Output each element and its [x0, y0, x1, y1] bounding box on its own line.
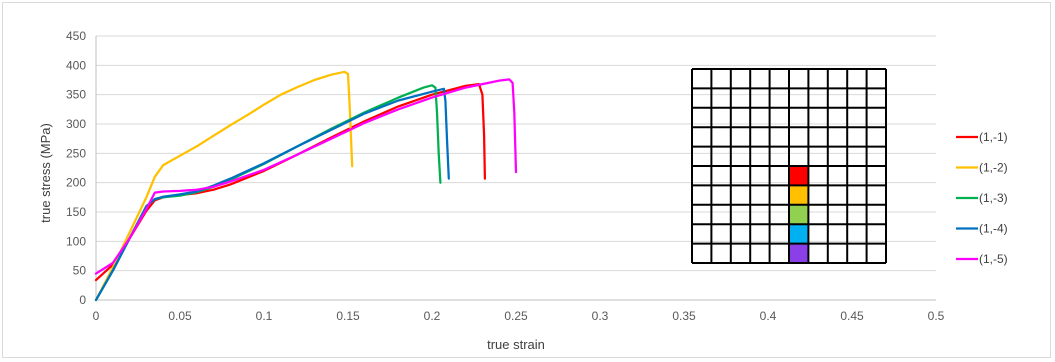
- specimen-grid-inset: [691, 68, 887, 264]
- x-axis-title: true strain: [487, 337, 545, 352]
- y-tick-label: 350: [66, 88, 86, 102]
- x-tick-label: 0.15: [336, 309, 360, 323]
- y-tick-label: 150: [66, 205, 86, 219]
- y-tick-label: 400: [66, 58, 86, 72]
- x-tick-label: 0.2: [424, 309, 441, 323]
- y-tick-label: 450: [66, 29, 86, 43]
- legend: (1,-1) (1,-2) (1,-3) (1,-4) (1,-5): [956, 130, 1008, 266]
- series-line: [94, 87, 450, 302]
- axes: 0 50 100 150 200 250 300 350 400 450 0 0.05 0.1 0.15 0…: [66, 29, 945, 323]
- legend-label: (1,-2): [979, 161, 1008, 175]
- legend-label: (1,-5): [979, 252, 1008, 266]
- x-tick-label: 0.45: [840, 309, 864, 323]
- y-tick-label: 200: [66, 176, 86, 190]
- legend-label: (1,-4): [979, 222, 1008, 236]
- x-tick-label: 0: [93, 309, 100, 323]
- y-tick-label: 50: [73, 264, 87, 278]
- x-tick-label: 0.3: [592, 309, 609, 323]
- y-axis-title: true stress (MPa): [38, 123, 53, 223]
- x-tick-label: 0.05: [168, 309, 192, 323]
- series-line: [94, 70, 354, 302]
- legend-label: (1,-3): [979, 191, 1008, 205]
- y-tick-label: 250: [66, 146, 86, 160]
- highlighted-cell: [789, 166, 809, 186]
- x-tick-label: 0.1: [256, 309, 273, 323]
- y-tick-label: 0: [79, 293, 86, 307]
- highlighted-cell: [789, 224, 809, 244]
- series-lines: [94, 70, 518, 302]
- highlighted-cell: [789, 185, 809, 205]
- series-line: [94, 78, 518, 275]
- chart-frame: [2, 2, 1051, 358]
- highlighted-cell: [789, 204, 809, 225]
- highlighted-cell: [789, 243, 809, 263]
- series-line: [94, 82, 487, 282]
- x-tick-label: 0.5: [928, 309, 945, 323]
- y-tick-label: 100: [66, 234, 86, 248]
- x-tick-label: 0.4: [760, 309, 777, 323]
- legend-label: (1,-1): [979, 130, 1008, 144]
- x-tick-label: 0.25: [504, 309, 528, 323]
- x-tick-label: 0.35: [672, 309, 696, 323]
- y-tick-label: 300: [66, 117, 86, 131]
